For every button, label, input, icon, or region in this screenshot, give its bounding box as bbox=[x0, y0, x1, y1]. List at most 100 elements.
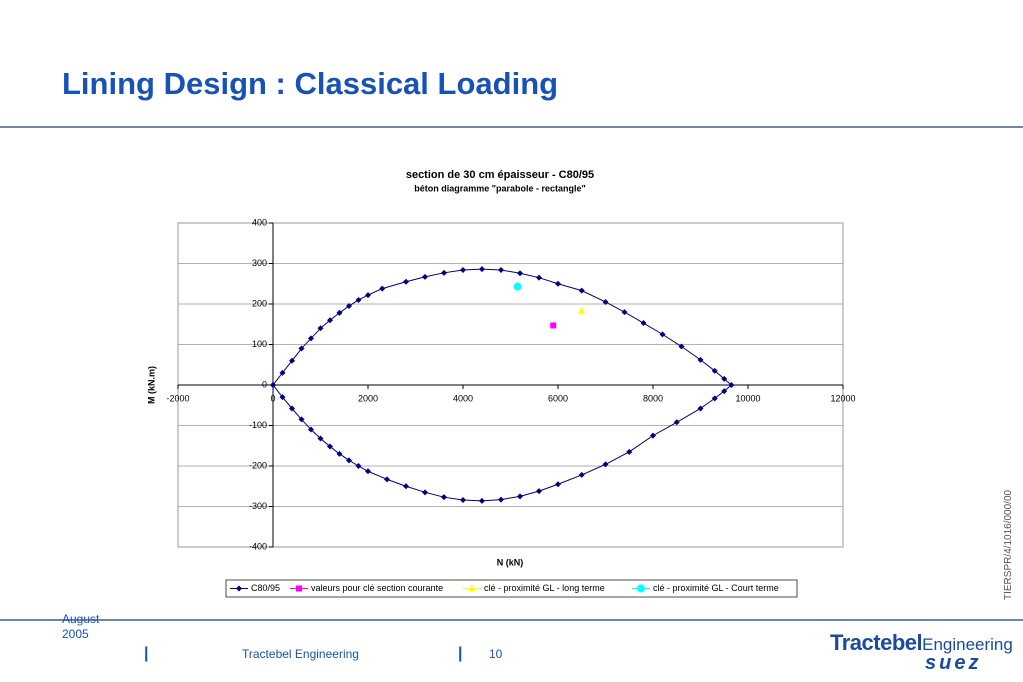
page-number: 10 bbox=[489, 647, 503, 661]
legend-marker bbox=[236, 585, 242, 592]
data-point bbox=[578, 287, 585, 294]
data-point bbox=[711, 395, 718, 402]
data-point bbox=[728, 382, 735, 388]
data-point bbox=[578, 306, 586, 314]
data-point bbox=[298, 345, 305, 352]
logo-sub: Engineering bbox=[922, 635, 1013, 654]
data-point bbox=[327, 443, 333, 450]
data-point bbox=[678, 343, 685, 350]
data-point bbox=[327, 317, 333, 324]
x-tick-label: 0 bbox=[270, 393, 275, 403]
x-tick-label: 4000 bbox=[453, 393, 473, 403]
separator: | bbox=[144, 645, 149, 662]
y-tick-label: -300 bbox=[249, 501, 267, 511]
legend-marker bbox=[296, 585, 302, 592]
separator: | bbox=[458, 645, 463, 662]
data-point bbox=[513, 282, 522, 291]
data-point bbox=[270, 382, 276, 388]
x-tick-label: 2000 bbox=[358, 393, 378, 403]
data-point bbox=[550, 322, 557, 329]
header-rule bbox=[0, 126, 1023, 128]
data-point bbox=[422, 273, 428, 280]
data-point bbox=[279, 394, 286, 401]
data-point bbox=[403, 483, 409, 490]
data-point bbox=[555, 481, 561, 488]
data-point bbox=[640, 320, 647, 327]
chart-subtitle: béton diagramme "parabole - rectangle" bbox=[414, 183, 586, 193]
data-point bbox=[517, 493, 523, 500]
data-point bbox=[517, 270, 523, 277]
legend bbox=[225, 579, 798, 598]
data-point bbox=[384, 476, 390, 483]
data-point bbox=[460, 266, 466, 273]
y-axis-label: M (kN.m) bbox=[146, 366, 156, 404]
side-code: TIERSPR/4/1016/000/00 bbox=[1003, 489, 1014, 600]
data-point bbox=[621, 309, 628, 316]
data-point bbox=[555, 280, 561, 287]
data-point bbox=[697, 405, 704, 412]
data-point bbox=[498, 496, 504, 503]
data-point bbox=[298, 416, 305, 423]
data-point bbox=[441, 494, 447, 501]
data-point bbox=[536, 274, 542, 281]
y-tick-label: -100 bbox=[249, 420, 267, 430]
x-axis-label: N (kN) bbox=[497, 557, 524, 567]
data-point bbox=[626, 448, 633, 455]
data-point bbox=[308, 335, 314, 342]
data-point bbox=[365, 468, 371, 475]
data-point bbox=[479, 266, 485, 273]
data-point bbox=[308, 426, 314, 433]
y-tick-label: -400 bbox=[249, 541, 267, 551]
data-point bbox=[346, 303, 352, 310]
data-point bbox=[289, 357, 295, 364]
x-tick-label: 6000 bbox=[548, 393, 568, 403]
data-point bbox=[536, 488, 542, 495]
data-point bbox=[336, 450, 343, 457]
data-point bbox=[721, 375, 728, 382]
footer-date: August 2005 bbox=[62, 612, 100, 641]
legend-marker bbox=[637, 584, 645, 593]
data-point bbox=[317, 435, 324, 442]
footer-rule bbox=[0, 619, 1023, 621]
x-tick-label: 10000 bbox=[735, 393, 760, 403]
data-point bbox=[336, 309, 343, 316]
y-tick-label: -200 bbox=[249, 460, 267, 470]
data-point bbox=[479, 497, 485, 504]
slide-title: Lining Design : Classical Loading bbox=[62, 66, 559, 101]
data-point bbox=[659, 331, 666, 338]
x-tick-label: 12000 bbox=[830, 393, 855, 403]
data-point bbox=[289, 405, 295, 412]
y-tick-label: 200 bbox=[252, 298, 267, 308]
data-point bbox=[355, 296, 362, 303]
legend-label: valeurs pour clé section courante bbox=[311, 583, 443, 593]
data-point bbox=[498, 266, 504, 273]
legend-marker bbox=[468, 584, 476, 592]
data-point bbox=[346, 457, 352, 464]
data-point bbox=[379, 285, 386, 292]
y-tick-label: 100 bbox=[252, 339, 267, 349]
data-point bbox=[721, 388, 728, 395]
data-point bbox=[602, 298, 609, 305]
data-point bbox=[365, 292, 371, 299]
data-point bbox=[578, 471, 585, 478]
data-point bbox=[441, 269, 447, 276]
legend-label: clé - proximité GL - Court terme bbox=[653, 583, 779, 593]
x-tick-label: -2000 bbox=[166, 393, 189, 403]
data-point bbox=[673, 419, 680, 426]
y-tick-label: 0 bbox=[262, 379, 267, 389]
legend-label: C80/95 bbox=[251, 583, 280, 593]
data-point bbox=[355, 463, 362, 469]
data-point bbox=[403, 278, 409, 285]
data-point bbox=[279, 369, 286, 376]
data-point bbox=[697, 356, 704, 363]
data-point bbox=[711, 367, 718, 374]
data-point bbox=[317, 325, 324, 332]
y-tick-label: 400 bbox=[252, 217, 267, 227]
data-point bbox=[422, 489, 428, 496]
data-point bbox=[460, 497, 466, 504]
logo: TractebelEngineering bbox=[830, 630, 1013, 656]
data-point bbox=[602, 461, 609, 468]
logo-brand: Tractebel bbox=[830, 630, 923, 655]
